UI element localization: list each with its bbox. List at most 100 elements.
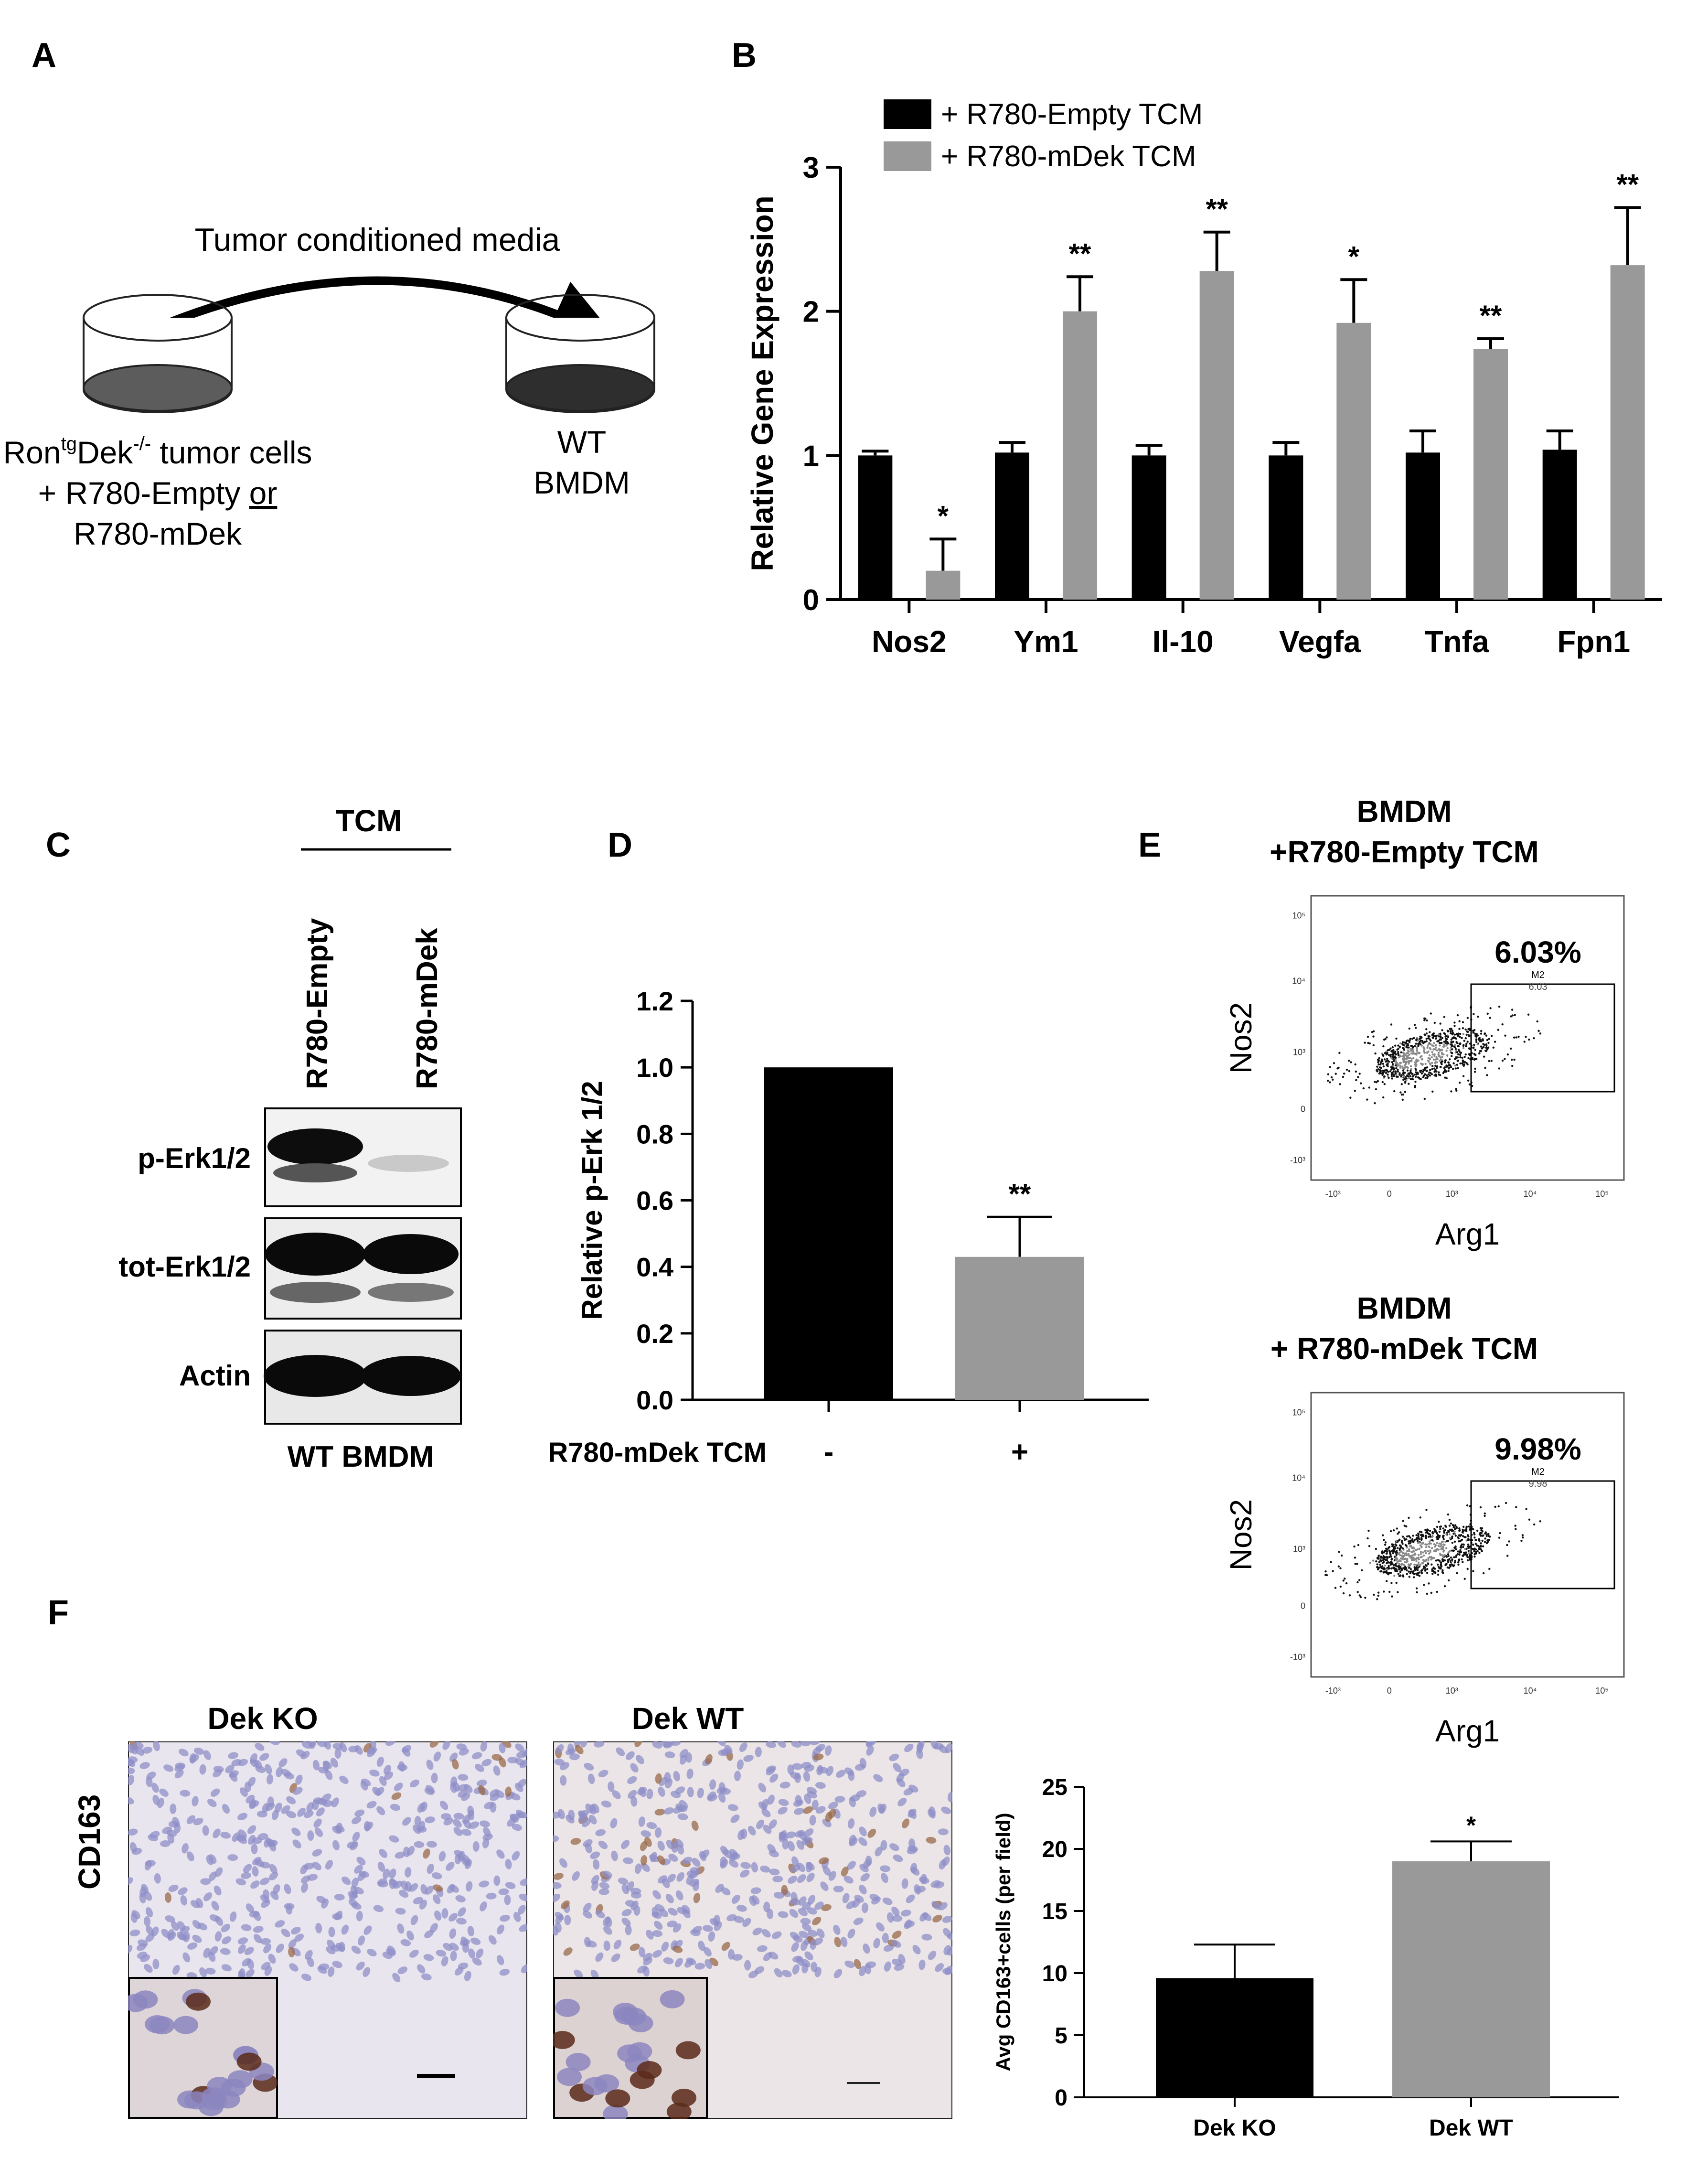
flow-y-tick: 0 — [1301, 1601, 1305, 1610]
group-label-d: R780-mDek TCM — [548, 1437, 767, 1468]
significance-mark: * — [1348, 240, 1360, 272]
chart-f-cd163: 0 5 10 15 20 25 Avg CD163+cells (per field) Dek… — [992, 1775, 1619, 2141]
panel-label-d: D — [608, 826, 632, 864]
flow-title-2: +R780-Empty TCM — [1270, 835, 1539, 869]
bar-Il-10-0 — [1132, 455, 1166, 600]
panel-c-western-blot: TCM R780-Empty R780-mDek p-Erk1/2 tot-Er… — [118, 804, 462, 1473]
bmdm-label-line1: WT — [557, 424, 607, 460]
gate-percent: 6.03% — [1494, 935, 1581, 969]
bar-Ym1-1 — [1063, 311, 1097, 600]
y-tick-label-f: 5 — [1055, 2023, 1068, 2049]
legend-label-0: + R780-Empty TCM — [941, 98, 1203, 131]
lane-label-mdek: R780-mDek — [411, 928, 444, 1089]
category-label-Ym1: Ym1 — [1014, 624, 1078, 659]
y-tick-label-b: 2 — [803, 296, 819, 329]
flow-x-tick: 10³ — [1446, 1686, 1458, 1696]
row-label-actin: Actin — [179, 1360, 251, 1392]
tumor-cells-label-line3: R780-mDek — [74, 516, 242, 551]
y-tick-label-f: 10 — [1042, 1961, 1068, 1986]
dek-wt-title: Dek WT — [631, 1701, 744, 1736]
y-tick-label-f: 20 — [1042, 1837, 1068, 1862]
y-tick-label-d: 1.0 — [636, 1052, 673, 1083]
bar-Vegfa-0 — [1269, 455, 1303, 600]
x-category-f-1: Dek WT — [1429, 2115, 1513, 2141]
gate-name: M2 — [1531, 970, 1545, 980]
significance-mark-d: ** — [1009, 1178, 1031, 1210]
flow-event-cloud — [1327, 1005, 1542, 1105]
flow-y-tick: 10⁵ — [1292, 911, 1305, 921]
flow-y-tick: -10³ — [1290, 1652, 1305, 1662]
panel-label-e: E — [1138, 826, 1162, 864]
m2-gate — [1470, 983, 1615, 1093]
category-label-Il-10: Il-10 — [1153, 624, 1214, 659]
flow-x-tick: -10³ — [1325, 1686, 1341, 1696]
significance-mark: ** — [1616, 168, 1639, 200]
flow-x-tick: 10⁵ — [1595, 1686, 1608, 1696]
flow-title-2: + R780-mDek TCM — [1270, 1331, 1538, 1366]
cd163-row-label: CD163 — [72, 1794, 107, 1890]
flow-y-label: Nos2 — [1224, 1002, 1258, 1074]
flow-y-tick: 10⁵ — [1292, 1408, 1305, 1417]
x-category-f-0: Dek KO — [1193, 2115, 1276, 2141]
right-culture-dish — [505, 294, 655, 413]
row-label-toterk: tot-Erk1/2 — [118, 1251, 251, 1283]
category-label-Tnfa: Tnfa — [1424, 624, 1489, 659]
panel-label-a: A — [32, 36, 56, 75]
dek-ko-ihc-image — [128, 1741, 527, 2119]
y-tick-label-d: 0.2 — [636, 1319, 673, 1349]
bar-Tnfa-1 — [1473, 349, 1508, 600]
bar-Tnfa-0 — [1406, 452, 1440, 600]
m2-gate — [1470, 1480, 1615, 1589]
y-tick-label-b: 0 — [803, 584, 819, 617]
chart-e1-flow: BMDM +R780-Empty TCM -10³ -10³ 0 0 10³ 10³ 10⁴ 10… — [1224, 794, 1625, 1251]
y-tick-label-f: 0 — [1055, 2085, 1068, 2111]
panel-a-schematic: Tumor conditioned media RontgDek-/- tumo… — [3, 222, 655, 551]
arrow-label: Tumor conditioned media — [195, 222, 560, 258]
blot-row-toterk — [264, 1217, 462, 1320]
y-axis-label-f: Avg CD163+cells (per field) — [992, 1813, 1014, 2071]
gate-name: M2 — [1531, 1467, 1545, 1477]
significance-mark: ** — [1069, 237, 1091, 269]
gate-percent: 9.98% — [1494, 1432, 1581, 1466]
blot-row-perk — [264, 1107, 462, 1207]
flow-plot-frame — [1310, 895, 1625, 1181]
bar-f-1 — [1392, 1861, 1550, 2097]
flow-y-tick: 10³ — [1293, 1544, 1305, 1554]
bar-f-0 — [1156, 1978, 1313, 2097]
dek-wt-ihc-image — [553, 1741, 952, 2119]
y-tick-label-b: 3 — [803, 151, 819, 184]
flow-x-tick: 10⁵ — [1595, 1189, 1608, 1199]
y-tick-label-f: 25 — [1042, 1775, 1068, 1800]
panel-label-f: F — [48, 1594, 69, 1632]
bar-d-0 — [764, 1067, 893, 1400]
y-tick-label-d: 0.4 — [636, 1252, 673, 1282]
legend-swatch-0 — [884, 99, 931, 129]
flow-title-1: BMDM — [1356, 794, 1452, 828]
flow-y-tick: -10³ — [1290, 1155, 1305, 1165]
flow-y-tick: 10³ — [1293, 1047, 1305, 1057]
flow-x-tick: 10³ — [1446, 1189, 1458, 1199]
y-axis-label-b: Relative Gene Expression — [745, 195, 779, 571]
bar-Ym1-0 — [995, 452, 1029, 600]
significance-mark: ** — [1206, 193, 1228, 225]
bar-d-1 — [955, 1256, 1084, 1400]
flow-title-1: BMDM — [1356, 1291, 1452, 1325]
category-label-Nos2: Nos2 — [872, 624, 947, 659]
y-tick-label-f: 15 — [1042, 1899, 1068, 1924]
panel-label-b: B — [732, 36, 757, 75]
bar-Vegfa-1 — [1336, 322, 1371, 600]
gate-value: 9.98 — [1529, 1479, 1548, 1489]
tumor-cells-label-line1: RontgDek-/- tumor cells — [3, 433, 312, 470]
flow-y-tick: 0 — [1301, 1104, 1305, 1114]
significance-mark-f: * — [1466, 1812, 1476, 1839]
chart-b-gene-expression: + R780-Empty TCM + R780-mDek TCM 0 1 2 3 Relat… — [745, 98, 1662, 659]
flow-x-tick: 0 — [1387, 1189, 1392, 1199]
significance-mark: * — [938, 500, 949, 532]
category-label-Fpn1: Fpn1 — [1557, 624, 1630, 659]
flow-x-tick: -10³ — [1325, 1189, 1341, 1199]
y-tick-label-d: 0.8 — [636, 1119, 673, 1149]
chart-e2-flow: BMDM + R780-mDek TCM -10³ -10³ 0 0 10³ 10³ 10⁴ 10… — [1224, 1291, 1625, 1748]
flow-y-tick: 10⁴ — [1292, 1473, 1305, 1483]
chart-d-perk: 0.0 0.2 0.4 0.6 0.8 1.0 1.2 Relative p-Erk 1/2 -… — [548, 986, 1149, 1469]
blot-row-actin — [264, 1330, 462, 1425]
